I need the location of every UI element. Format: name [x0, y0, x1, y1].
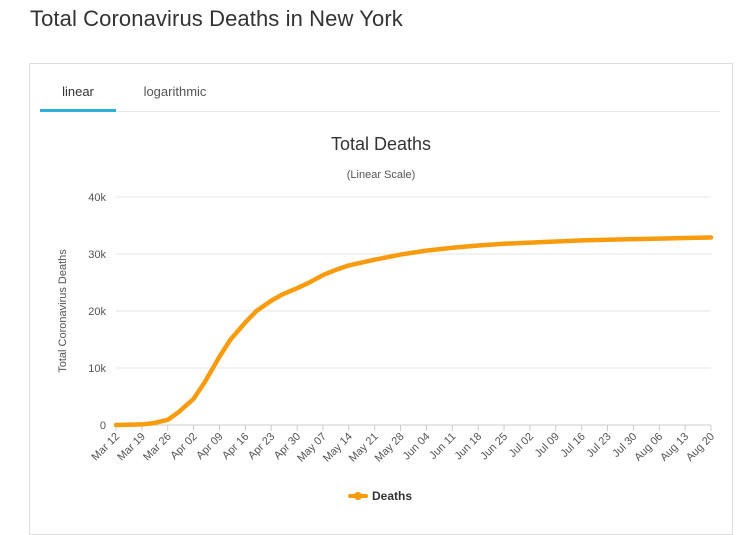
x-tick-label: Jun 04	[401, 431, 433, 463]
x-tick-label: Jul 09	[533, 431, 562, 460]
y-axis-label: Total Coronavirus Deaths	[57, 249, 69, 373]
grid-lines	[116, 196, 711, 426]
series-group	[113, 235, 714, 428]
tab-linear[interactable]: linear	[40, 64, 116, 112]
x-tick-label: Mar 26	[141, 431, 174, 464]
scale-tabs: linear logarithmic	[40, 64, 720, 112]
chart-title: Total Deaths	[331, 134, 431, 154]
x-tick-label: Apr 16	[220, 431, 251, 462]
x-tick-label: Jul 02	[507, 431, 536, 460]
x-tick-label: Jul 23	[584, 431, 613, 460]
x-tick-label: Mar 12	[89, 431, 122, 464]
chart-subtitle: (Linear Scale)	[347, 169, 415, 181]
legend-label: Deaths	[372, 489, 412, 503]
y-tick-label: 40k	[88, 192, 106, 204]
page-title: Total Coronavirus Deaths in New York	[30, 6, 403, 31]
tab-logarithmic[interactable]: logarithmic	[143, 84, 207, 99]
x-tick-label: Jul 16	[559, 431, 588, 460]
deaths-chart: Total Deaths (Linear Scale) Total Corona…	[57, 134, 717, 503]
x-tick-label: Jun 11	[427, 431, 458, 462]
series-line-deaths	[113, 235, 714, 428]
y-tick-label: 10k	[88, 363, 106, 375]
x-tick-label: Apr 23	[246, 431, 277, 462]
x-tick-label: Jun 25	[478, 431, 510, 463]
chart-panel: linear logarithmic Total Deaths (Linear …	[29, 63, 733, 535]
x-tick-label: Apr 02	[168, 431, 199, 462]
legend[interactable]: Deaths	[348, 489, 412, 503]
x-tick-label: Mar 19	[115, 431, 148, 464]
y-tick-label: 30k	[88, 249, 106, 261]
y-tick-label: 0	[100, 420, 106, 432]
x-tick-label: Apr 09	[194, 431, 225, 462]
y-tick-label: 20k	[88, 306, 106, 318]
y-axis-ticks: 0 10k 20k 30k 40k	[88, 192, 106, 432]
x-tick-label: Jun 18	[452, 431, 484, 463]
legend-marker	[354, 492, 362, 500]
x-tick-label: May 28	[373, 431, 407, 465]
x-tick-label: Aug 20	[684, 431, 717, 464]
